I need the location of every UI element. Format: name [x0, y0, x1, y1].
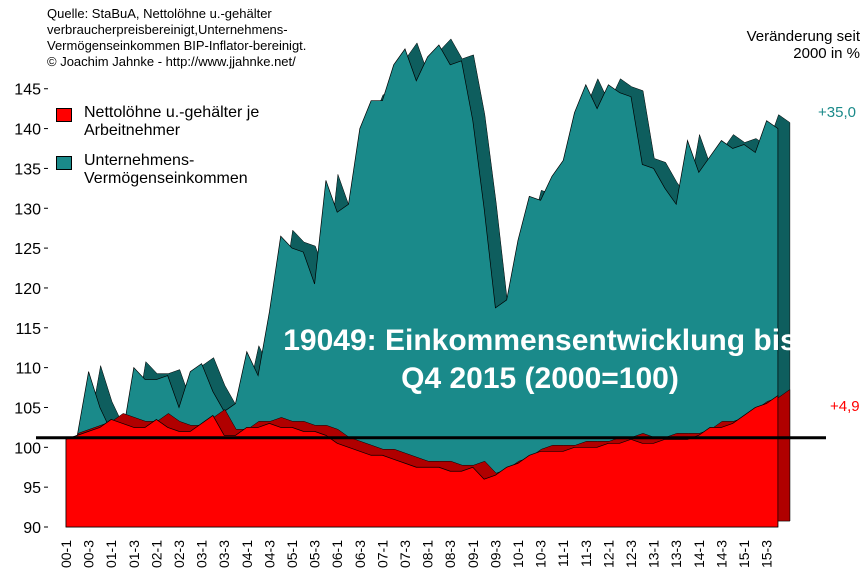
- y-tick-label: 100: [14, 440, 41, 457]
- source-line: Quelle: StaBuA, Nettolöhne u.-gehälter: [47, 6, 272, 21]
- x-tick-label: 07-1: [374, 540, 390, 568]
- y-tick-label: 95: [23, 480, 41, 497]
- legend-label: Unternehmens-Vermögenseinkommen: [84, 152, 248, 187]
- x-tick-label: 10-1: [510, 540, 526, 568]
- y-tick-label: 120: [14, 281, 41, 298]
- x-tick-label: 08-1: [420, 540, 436, 568]
- x-tick-label: 07-3: [397, 540, 413, 568]
- x-tick-label: 04-1: [239, 540, 255, 568]
- x-tick-label: 06-1: [329, 540, 345, 568]
- y-tick-label: 145: [14, 82, 41, 99]
- x-tick-label: 05-3: [307, 540, 323, 568]
- x-tick-label: 08-3: [442, 540, 458, 568]
- x-tick-label: 12-1: [600, 540, 616, 568]
- area: [65, 394, 779, 528]
- y-tick-label: 105: [14, 400, 41, 417]
- x-tick-label: 01-3: [126, 540, 142, 568]
- annotation: +35,0: [818, 104, 856, 121]
- x-tick-label: 01-1: [103, 540, 119, 568]
- x-tick-label: 06-3: [352, 540, 368, 568]
- annotation: Veränderung seit 2000 in %: [746, 28, 860, 62]
- x-tick-label: 13-1: [646, 540, 662, 568]
- x-tick-label: 03-1: [194, 540, 210, 568]
- y-tick-label: 140: [14, 122, 41, 139]
- x-tick-label: 13-3: [668, 540, 684, 568]
- y-tick-label: 135: [14, 161, 41, 178]
- legend-swatch: [56, 156, 72, 170]
- annotation: +4,9: [830, 398, 860, 415]
- source-line: verbraucherpreisbereinigt,Unternehmens-: [47, 22, 288, 37]
- y-tick-label: 130: [14, 201, 41, 218]
- x-tick-label: 09-3: [487, 540, 503, 568]
- area: [65, 44, 779, 528]
- x-tick-label: 09-1: [465, 540, 481, 568]
- chart-title: 19049: Einkommensentwicklung bis Q4 2015…: [283, 324, 797, 395]
- legend-label: Nettolöhne u.-gehälter je Arbeitnehmer: [84, 104, 260, 139]
- x-tick-label: 14-1: [691, 540, 707, 568]
- x-tick-label: 15-3: [759, 540, 775, 568]
- x-tick-label: 11-1: [555, 540, 571, 567]
- x-tick-label: 02-3: [171, 540, 187, 568]
- source-line: © Joachim Jahnke - http://www.jjahnke.ne…: [47, 54, 296, 69]
- x-tick-label: 05-1: [284, 540, 300, 568]
- x-tick-label: 00-3: [81, 540, 97, 568]
- source: Quelle: StaBuA, Nettolöhne u.-gehälter v…: [47, 6, 306, 70]
- source-line: Vermögenseinkommen BIP-Inflator-bereinig…: [47, 38, 307, 53]
- y-tick-label: 125: [14, 241, 41, 258]
- x-tick-label: 15-1: [736, 540, 752, 568]
- x-tick-label: 03-3: [216, 540, 232, 568]
- x-tick-label: 14-3: [713, 540, 729, 568]
- y-tick-label: 115: [15, 321, 41, 338]
- x-tick-label: 04-3: [261, 540, 277, 568]
- x-tick-label: 11-3: [578, 540, 594, 567]
- legend-swatch: [56, 108, 72, 122]
- y-tick-label: 90: [23, 520, 41, 537]
- x-tick-label: 12-3: [623, 540, 639, 568]
- x-tick-label: 02-1: [148, 540, 164, 568]
- y-tick-label: 110: [15, 361, 41, 378]
- x-tick-label: 10-3: [533, 540, 549, 568]
- x-tick-label: 00-1: [58, 540, 74, 568]
